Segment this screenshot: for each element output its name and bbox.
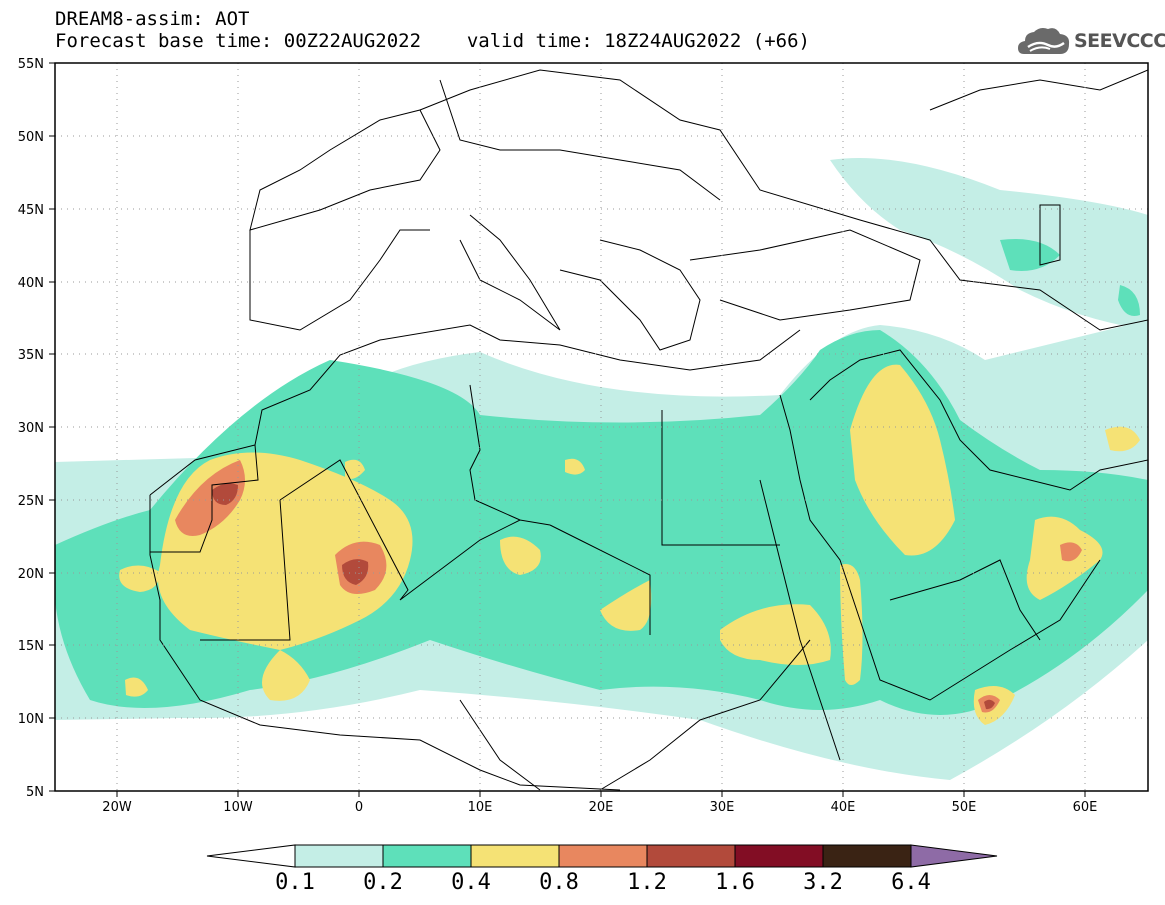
logo-text: SEEVCCC — [1074, 30, 1165, 52]
forecast-times: Forecast base time: 00Z22AUG2022 valid t… — [55, 31, 810, 51]
lon-label: 50E — [952, 800, 977, 815]
lat-label: 30N — [18, 421, 44, 436]
lon-label: 10W — [223, 800, 253, 815]
lon-label: 30E — [710, 800, 735, 815]
colorbar-swatch — [382, 844, 472, 868]
aot-band-1.2 — [212, 483, 995, 710]
lat-label: 5N — [26, 785, 44, 800]
colorbar-label: 3.2 — [803, 870, 843, 895]
lat-label: 25N — [18, 494, 44, 509]
lat-label: 45N — [18, 203, 44, 218]
colorbar-swatch — [558, 844, 648, 868]
colorbar-label: 0.4 — [451, 870, 491, 895]
lon-label: 60E — [1073, 800, 1098, 815]
lon-label: 20E — [589, 800, 614, 815]
lat-label: 35N — [18, 348, 44, 363]
colorbar-label: 1.6 — [715, 870, 755, 895]
lat-label: 50N — [18, 130, 44, 145]
colorbar-low-arrow — [206, 844, 296, 868]
base-time: Forecast base time: 00Z22AUG2022 — [55, 30, 422, 52]
chart-title: DREAM8-assim: AOT — [55, 8, 250, 30]
seevccc-logo: SEEVCCC — [1018, 25, 1165, 57]
colorbar-swatch — [470, 844, 560, 868]
colorbar-label: 0.1 — [275, 870, 315, 895]
colorbar-swatch — [294, 844, 384, 868]
lon-tick-labels: 20W 10W 0 10E 20E 30E 40E 50E 60E — [102, 800, 1097, 815]
valid-time: valid time: 18Z24AUG2022 (+66) — [466, 30, 810, 52]
cloud-icon — [1018, 28, 1070, 54]
colorbar-label: 0.2 — [363, 870, 403, 895]
lat-label: 55N — [18, 57, 44, 72]
colorbar-label: 0.8 — [539, 870, 579, 895]
colorbar-label: 6.4 — [891, 870, 931, 895]
lon-label: 40E — [831, 800, 856, 815]
colorbar-swatch — [646, 844, 736, 868]
colorbar-label: 1.2 — [627, 870, 667, 895]
lat-tick-labels: 55N 50N 45N 40N 35N 30N 25N 20N 15N 10N … — [18, 57, 44, 800]
lon-label: 0 — [355, 800, 363, 815]
colorbar-high-arrow — [910, 844, 998, 868]
lat-label: 10N — [18, 712, 44, 727]
lat-label: 40N — [18, 276, 44, 291]
tick-marks — [49, 62, 1086, 797]
lat-label: 15N — [18, 639, 44, 654]
graticule — [55, 63, 1148, 791]
colorbar-swatch — [822, 844, 912, 868]
lon-label: 20W — [102, 800, 132, 815]
colorbar — [206, 844, 998, 868]
country-borders — [149, 69, 1148, 791]
colorbar-swatch — [734, 844, 824, 868]
lat-label: 20N — [18, 567, 44, 582]
lon-label: 10E — [468, 800, 493, 815]
